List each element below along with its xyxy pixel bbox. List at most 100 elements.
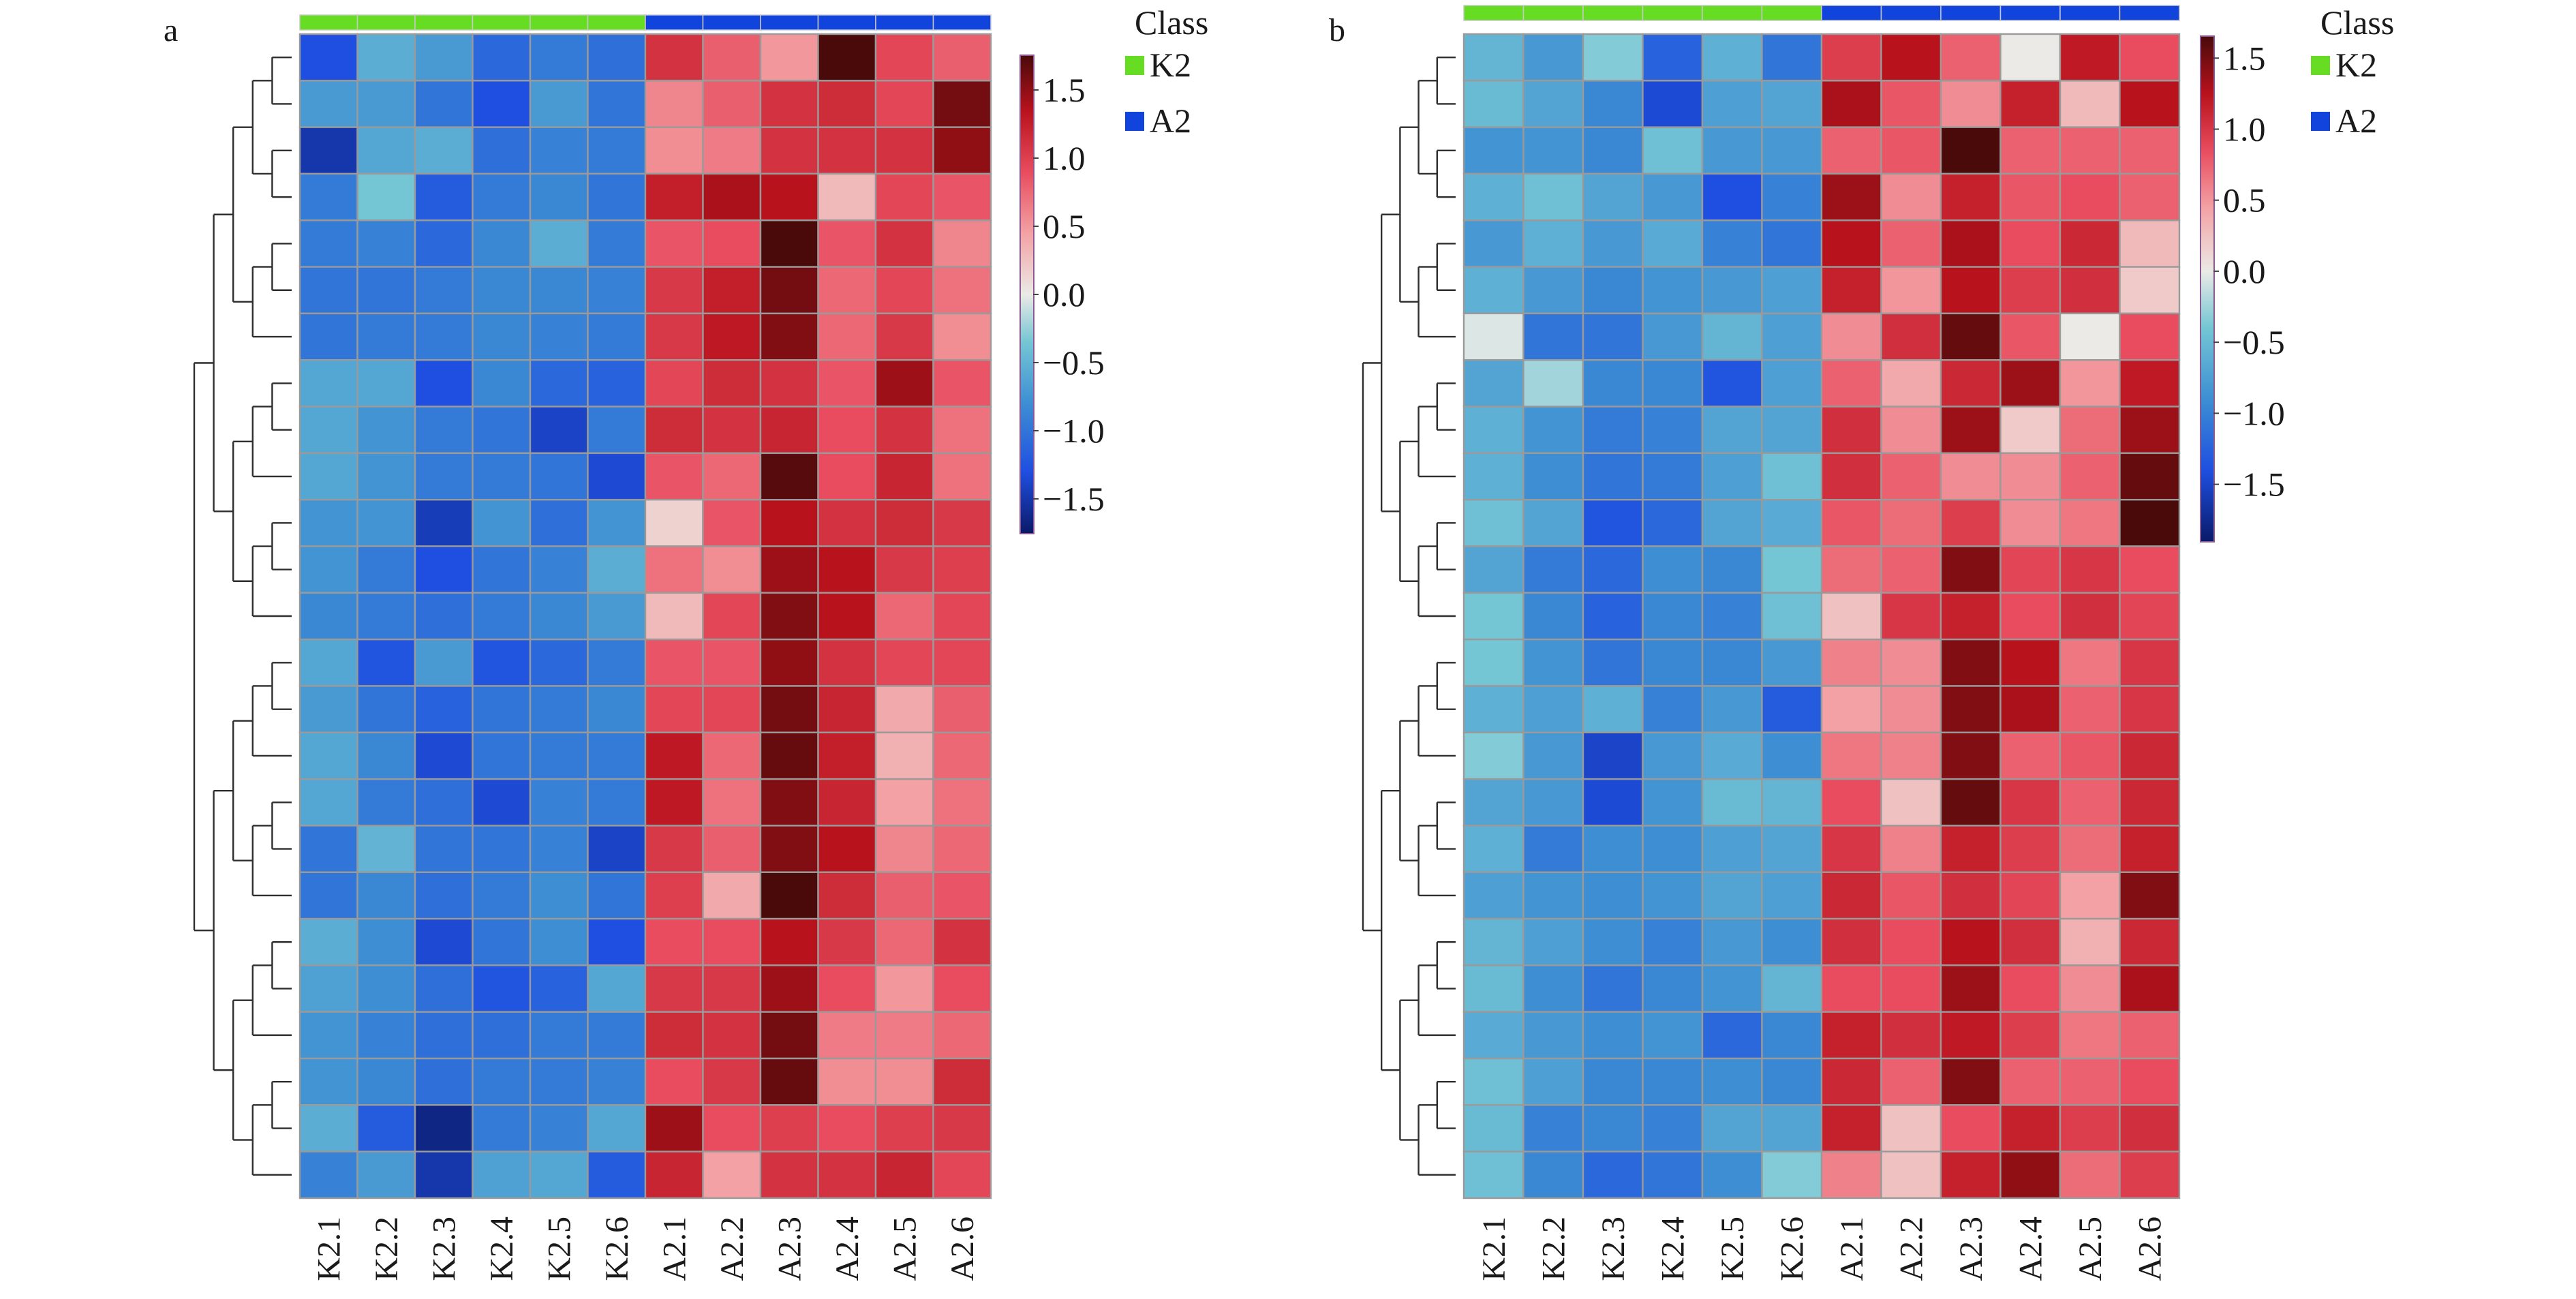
heatmap-cell-a-r10-c1 xyxy=(298,452,358,501)
heatmap-cell-b-r4-c9 xyxy=(1939,172,2002,221)
class-bar-cell-b-4 xyxy=(1642,5,1703,21)
heatmap-cell-a-r10-c4 xyxy=(472,452,532,501)
heatmap-cell-b-r11-c3 xyxy=(1582,499,1644,547)
heatmap-cell-a-r16-c5 xyxy=(529,731,589,780)
heatmap-cell-b-r20-c2 xyxy=(1522,917,1584,966)
heatmap-cell-a-r10-c11 xyxy=(874,452,934,501)
colorbar-tick-label-a-6: −1.0 xyxy=(1043,412,1105,450)
heatmap-cell-a-r8-c5 xyxy=(529,359,589,408)
heatmap-cell-a-r11-c6 xyxy=(587,499,647,547)
heatmap-cell-b-r14-c2 xyxy=(1522,638,1584,687)
heatmap-cell-b-r3-c6 xyxy=(1761,126,1823,175)
heatmap-cell-b-r10-c11 xyxy=(2059,452,2121,501)
heatmap-cell-a-r1-c2 xyxy=(356,33,416,82)
column-label-a-2: K2.2 xyxy=(369,1217,405,1281)
heatmap-cell-b-r17-c12 xyxy=(2119,778,2181,827)
heatmap-cell-a-r10-c10 xyxy=(817,452,877,501)
heatmap-cell-b-r9-c4 xyxy=(1642,406,1704,455)
heatmap-cell-a-r10-c3 xyxy=(414,452,474,501)
heatmap-cell-a-r10-c6 xyxy=(587,452,647,501)
heatmap-cell-b-r24-c12 xyxy=(2119,1104,2181,1152)
heatmap-cell-a-r15-c3 xyxy=(414,685,474,733)
heatmap-cell-b-r22-c2 xyxy=(1522,1011,1584,1060)
column-label-b-1: K2.1 xyxy=(1476,1217,1512,1281)
heatmap-cell-b-r14-c11 xyxy=(2059,638,2121,687)
heatmap-cell-a-r23-c9 xyxy=(759,1057,819,1106)
heatmap-cell-a-r10-c12 xyxy=(932,452,992,501)
heatmap-cell-b-r15-c1 xyxy=(1462,685,1524,733)
class-bar-cell-a-12 xyxy=(932,14,992,31)
heatmap-cell-b-r14-c7 xyxy=(1820,638,1882,687)
heatmap-cell-a-r5-c12 xyxy=(932,219,992,268)
heatmap-cell-b-r21-c7 xyxy=(1820,964,1882,1013)
heatmap-cell-b-r4-c12 xyxy=(2119,172,2181,221)
heatmap-cell-b-r2-c10 xyxy=(1999,80,2061,128)
heatmap-cell-b-r20-c11 xyxy=(2059,917,2121,966)
heatmap-cell-a-r10-c8 xyxy=(702,452,762,501)
column-label-a-10: A2.4 xyxy=(829,1217,865,1281)
heatmap-cell-a-r25-c2 xyxy=(356,1150,416,1199)
heatmap-cell-b-r25-c12 xyxy=(2119,1150,2181,1199)
heatmap-cell-b-r10-c8 xyxy=(1880,452,1942,501)
heatmap-cell-b-r1-c4 xyxy=(1642,33,1704,82)
heatmap-cell-a-r14-c3 xyxy=(414,638,474,687)
heatmap-cell-b-r19-c1 xyxy=(1462,871,1524,920)
heatmap-cell-a-r1-c1 xyxy=(298,33,358,82)
heatmap-cell-a-r23-c1 xyxy=(298,1057,358,1106)
heatmap-cell-a-r14-c1 xyxy=(298,638,358,687)
heatmap-cell-a-r4-c8 xyxy=(702,172,762,221)
heatmap-cell-a-r25-c3 xyxy=(414,1150,474,1199)
heatmap-cell-a-r17-c7 xyxy=(644,778,704,827)
heatmap-cell-b-r23-c7 xyxy=(1820,1057,1882,1106)
heatmap-cell-a-r11-c9 xyxy=(759,499,819,547)
heatmap-cell-a-r20-c8 xyxy=(702,917,762,966)
heatmap-cell-a-r5-c1 xyxy=(298,219,358,268)
heatmap-cell-a-r19-c4 xyxy=(472,871,532,920)
heatmap-cell-b-r15-c4 xyxy=(1642,685,1704,733)
heatmap-cell-b-r5-c4 xyxy=(1642,219,1704,268)
heatmap-cell-a-r16-c6 xyxy=(587,731,647,780)
panel-label-a: a xyxy=(164,12,178,48)
heatmap-cell-a-r25-c12 xyxy=(932,1150,992,1199)
class-bar-cell-a-9 xyxy=(760,14,819,31)
heatmap-cell-a-r3-c5 xyxy=(529,126,589,175)
heatmap-cell-a-r15-c10 xyxy=(817,685,877,733)
heatmap-cell-b-r3-c2 xyxy=(1522,126,1584,175)
heatmap-cell-a-r14-c10 xyxy=(817,638,877,687)
class-bar-cell-b-9 xyxy=(1940,5,2002,21)
heatmap-cell-a-r9-c12 xyxy=(932,406,992,455)
heatmap-cell-b-r7-c5 xyxy=(1701,312,1763,361)
heatmap-cell-b-r23-c10 xyxy=(1999,1057,2061,1106)
column-label-a-7: A2.1 xyxy=(656,1217,692,1281)
heatmap-cell-a-r24-c9 xyxy=(759,1104,819,1152)
heatmap-cell-a-r17-c8 xyxy=(702,778,762,827)
heatmap-cell-b-r9-c6 xyxy=(1761,406,1823,455)
heatmap-cell-a-r8-c4 xyxy=(472,359,532,408)
heatmap-cell-b-r25-c11 xyxy=(2059,1150,2121,1199)
heatmap-cell-a-r13-c9 xyxy=(759,592,819,641)
class-bar-cell-b-8 xyxy=(1880,5,1942,21)
heatmap-cell-a-r7-c1 xyxy=(298,312,358,361)
heatmap-cell-b-r13-c9 xyxy=(1939,592,2002,641)
heatmap-cell-b-r13-c1 xyxy=(1462,592,1524,641)
class-bar-cell-b-6 xyxy=(1761,5,1822,21)
heatmap-cell-b-r7-c3 xyxy=(1582,312,1644,361)
colorbar-tick-label-a-4: 0.0 xyxy=(1043,275,1086,314)
heatmap-cell-a-r10-c5 xyxy=(529,452,589,501)
heatmap-cell-b-r15-c11 xyxy=(2059,685,2121,733)
heatmap-cell-a-r25-c8 xyxy=(702,1150,762,1199)
heatmap-cell-a-r10-c2 xyxy=(356,452,416,501)
heatmap-cell-b-r24-c7 xyxy=(1820,1104,1882,1152)
heatmap-cell-b-r6-c7 xyxy=(1820,266,1882,315)
heatmap-cell-a-r7-c11 xyxy=(874,312,934,361)
heatmap-cell-b-r12-c3 xyxy=(1582,545,1644,594)
column-label-b-11: A2.5 xyxy=(2072,1217,2109,1281)
heatmap-cell-a-r25-c6 xyxy=(587,1150,647,1199)
heatmap-cell-a-r24-c4 xyxy=(472,1104,532,1152)
heatmap-cell-b-r13-c6 xyxy=(1761,592,1823,641)
heatmap-cell-b-r24-c6 xyxy=(1761,1104,1823,1152)
heatmap-cell-a-r11-c12 xyxy=(932,499,992,547)
heatmap-cell-b-r16-c8 xyxy=(1880,731,1942,780)
heatmap-cell-a-r5-c10 xyxy=(817,219,877,268)
heatmap-cell-b-r17-c6 xyxy=(1761,778,1823,827)
